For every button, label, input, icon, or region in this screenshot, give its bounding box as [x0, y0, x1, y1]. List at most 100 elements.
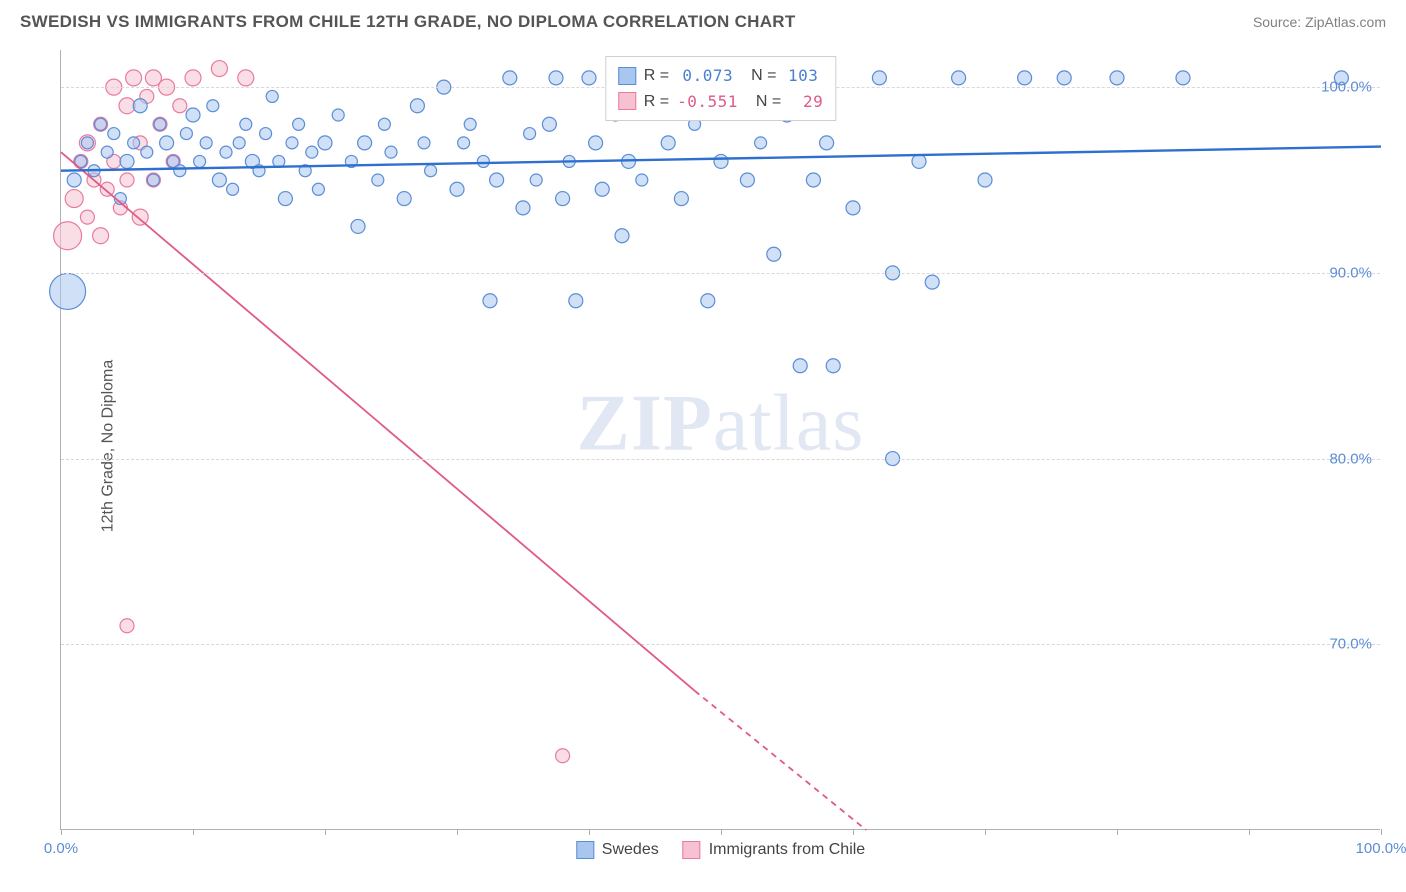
legend-item: Swedes — [576, 841, 659, 859]
data-point — [582, 71, 596, 85]
data-point — [589, 136, 603, 150]
x-tick-label: 100.0% — [1356, 840, 1406, 857]
x-tick — [193, 829, 194, 835]
y-tick-label: 70.0% — [1329, 636, 1372, 653]
data-point — [464, 118, 476, 130]
data-point — [81, 137, 93, 149]
data-point — [212, 173, 226, 187]
correlation-legend: R =0.073N =103R =-0.551N =29 — [605, 56, 836, 121]
data-point — [615, 229, 629, 243]
data-point — [925, 275, 939, 289]
data-point — [306, 146, 318, 158]
data-point — [186, 108, 200, 122]
data-point — [595, 182, 609, 196]
data-point — [108, 128, 120, 140]
legend-row: R =0.073N =103 — [618, 63, 823, 89]
data-point — [93, 228, 109, 244]
data-point — [238, 70, 254, 86]
legend-swatch — [618, 67, 636, 85]
data-point — [556, 749, 570, 763]
data-point — [67, 173, 81, 187]
data-point — [80, 210, 94, 224]
data-point — [483, 294, 497, 308]
gridline — [61, 644, 1380, 645]
data-point — [286, 137, 298, 149]
data-point — [978, 173, 992, 187]
data-point — [418, 137, 430, 149]
data-point — [410, 99, 424, 113]
data-point — [132, 209, 148, 225]
data-point — [54, 222, 82, 250]
x-tick — [853, 829, 854, 835]
legend-r-value: -0.551 — [677, 89, 738, 115]
data-point — [397, 192, 411, 206]
y-tick-label: 80.0% — [1329, 450, 1372, 467]
legend-swatch — [618, 92, 636, 110]
legend-r-value: 0.073 — [677, 63, 733, 89]
data-point — [556, 192, 570, 206]
y-tick-label: 100.0% — [1321, 79, 1372, 96]
data-point — [503, 71, 517, 85]
data-point — [806, 173, 820, 187]
data-point — [636, 174, 648, 186]
data-point — [516, 201, 530, 215]
legend-label: Swedes — [602, 841, 659, 859]
gridline — [61, 459, 1380, 460]
x-tick — [61, 829, 62, 835]
data-point — [358, 136, 372, 150]
data-point — [674, 192, 688, 206]
data-point — [120, 154, 134, 168]
x-tick — [589, 829, 590, 835]
data-point — [425, 165, 437, 177]
data-point — [147, 174, 159, 186]
data-point — [872, 71, 886, 85]
legend-n-label: N = — [756, 89, 781, 115]
data-point — [278, 192, 292, 206]
data-point — [240, 118, 252, 130]
legend-swatch — [683, 841, 701, 859]
data-point — [95, 118, 107, 130]
data-point — [661, 136, 675, 150]
data-point — [50, 273, 86, 309]
data-point — [1018, 71, 1032, 85]
data-point — [458, 137, 470, 149]
data-point — [1057, 71, 1071, 85]
series-legend: Swedes Immigrants from Chile — [576, 841, 865, 859]
data-point — [260, 128, 272, 140]
data-point — [1110, 71, 1124, 85]
data-point — [194, 155, 206, 167]
data-point — [952, 71, 966, 85]
data-point — [755, 137, 767, 149]
data-point — [120, 619, 134, 633]
data-point — [385, 146, 397, 158]
data-point — [846, 201, 860, 215]
data-point — [160, 136, 174, 150]
data-point — [912, 154, 926, 168]
legend-item: Immigrants from Chile — [683, 841, 865, 859]
data-point — [141, 146, 153, 158]
data-point — [826, 359, 840, 373]
data-point — [233, 137, 245, 149]
data-point — [312, 183, 324, 195]
data-point — [227, 183, 239, 195]
data-point — [524, 128, 536, 140]
data-point — [530, 174, 542, 186]
data-point — [154, 118, 166, 130]
gridline — [61, 273, 1380, 274]
data-point — [549, 71, 563, 85]
data-point — [185, 70, 201, 86]
data-point — [490, 173, 504, 187]
data-point — [701, 294, 715, 308]
data-point — [133, 99, 147, 113]
data-point — [372, 174, 384, 186]
data-point — [820, 136, 834, 150]
data-point — [450, 182, 464, 196]
data-point — [542, 117, 556, 131]
data-point — [1176, 71, 1190, 85]
data-point — [569, 294, 583, 308]
data-point — [128, 137, 140, 149]
x-tick-label: 0.0% — [44, 840, 78, 857]
x-tick — [1249, 829, 1250, 835]
trend-line — [695, 691, 867, 830]
data-point — [101, 146, 113, 158]
